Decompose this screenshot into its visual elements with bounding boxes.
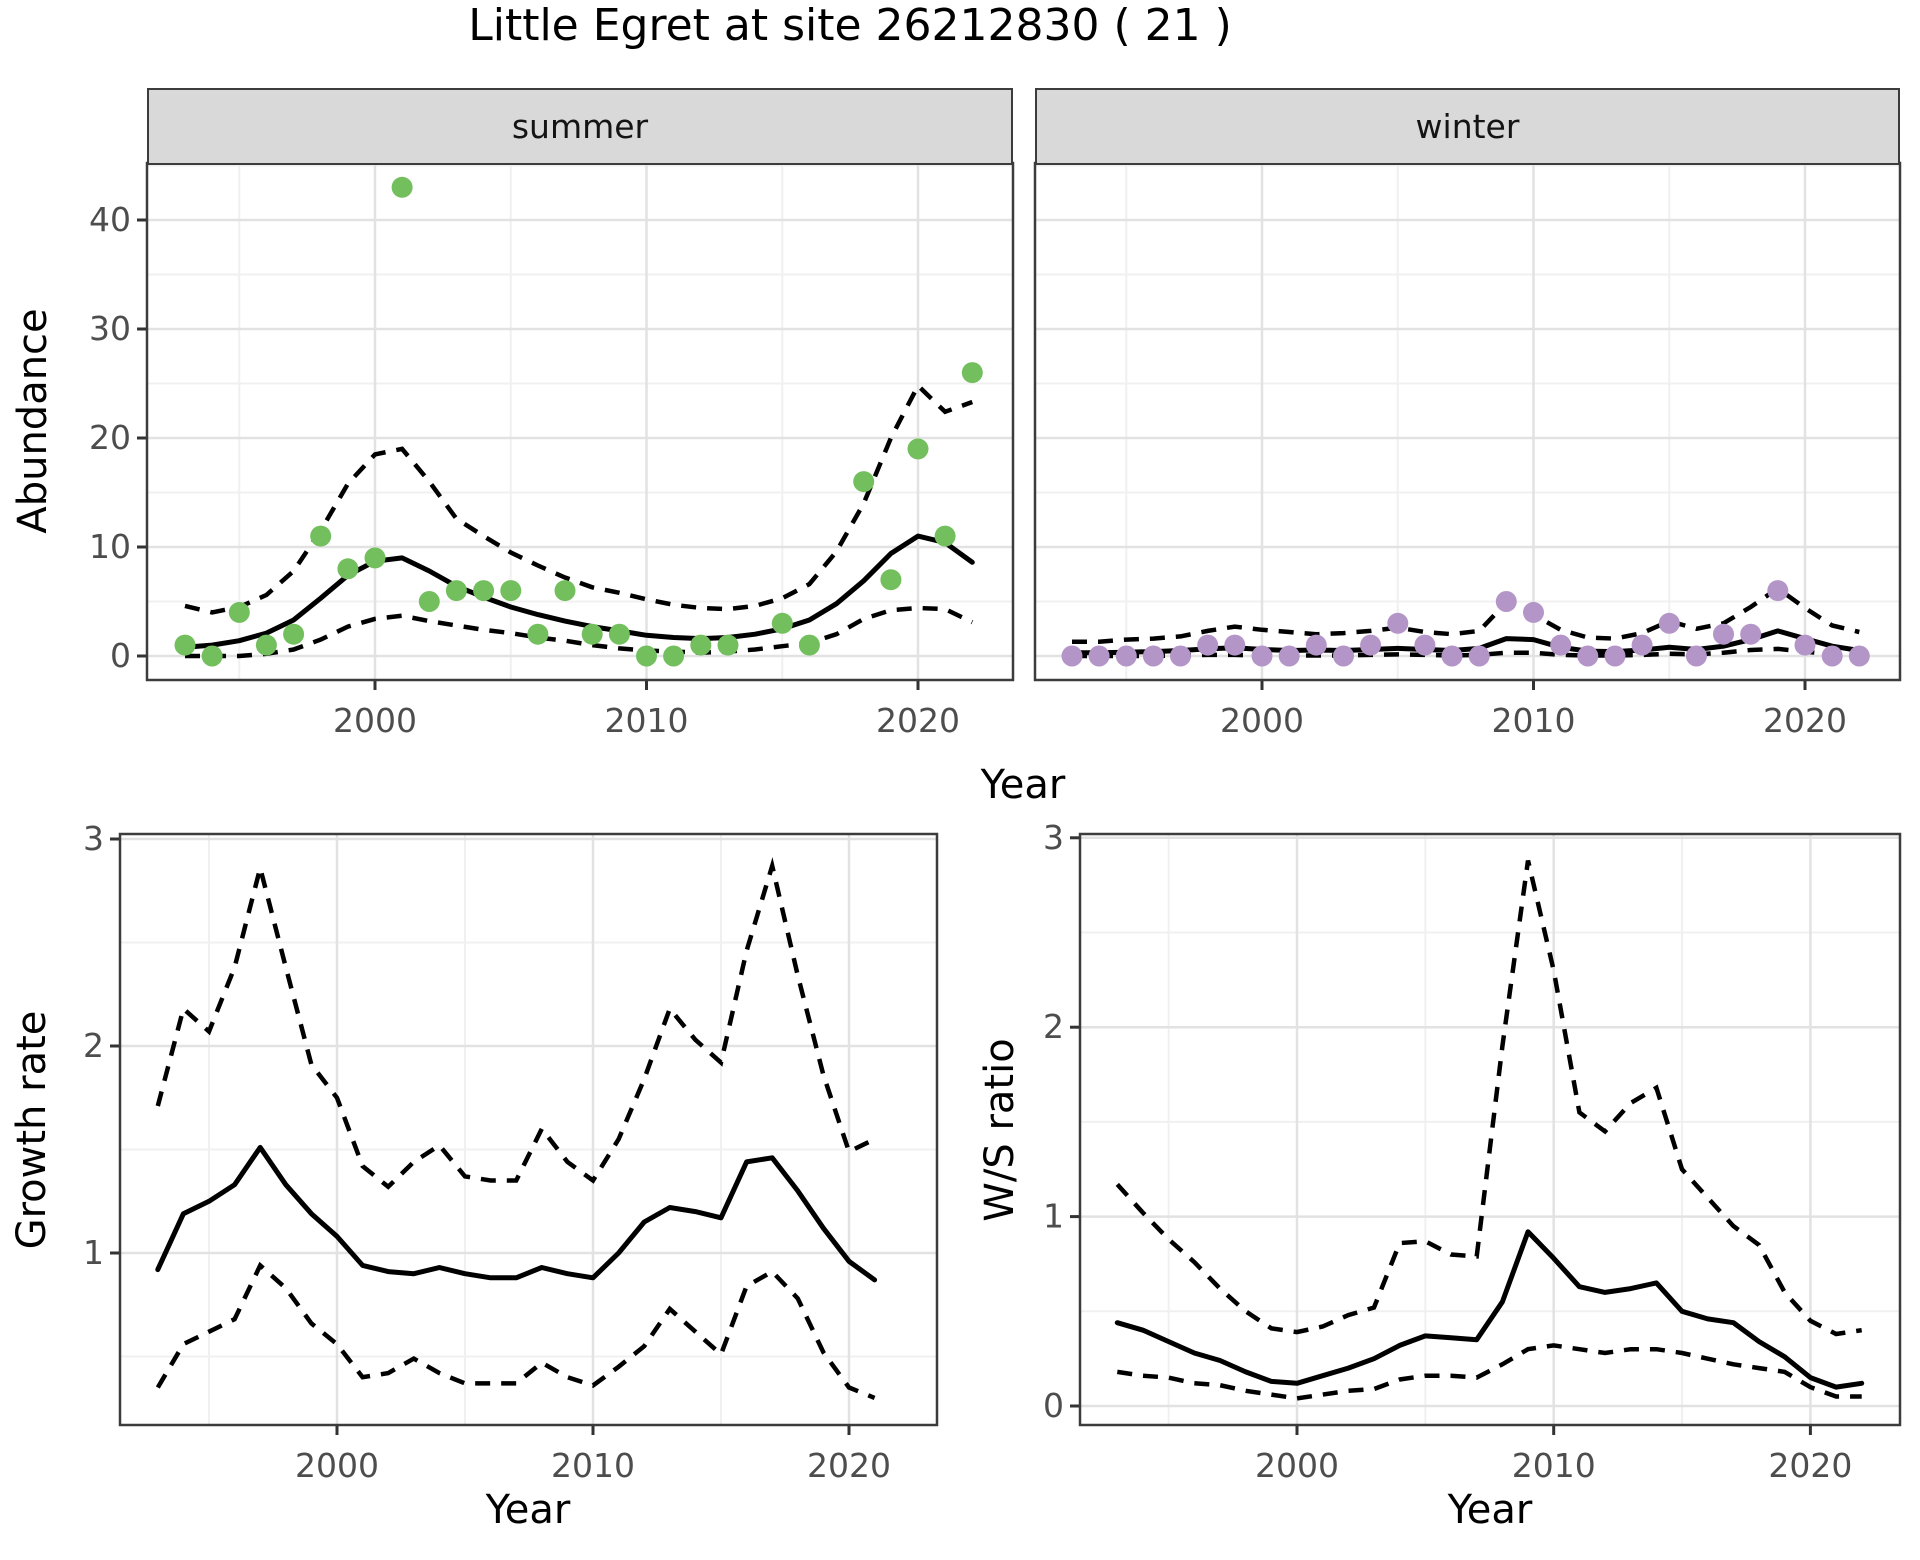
- svg-text:2000: 2000: [295, 1446, 379, 1485]
- svg-text:10: 10: [89, 527, 131, 566]
- growth-rate-x-tick-labels: 2000 2010 2020: [295, 1426, 891, 1485]
- svg-text:2010: 2010: [605, 701, 689, 740]
- winter-upper-ci-line: [1072, 585, 1860, 645]
- growth-rate-gridlines: [120, 834, 937, 1425]
- growth-rate-panel: 2000 2010 2020 1 2 3: [83, 819, 939, 1485]
- ws-ratio-y-tick-labels: 0 1 2 3: [1043, 818, 1079, 1425]
- summer-points: [174, 176, 983, 667]
- svg-text:0: 0: [110, 636, 131, 675]
- x-axis-title-year-ws: Year: [1447, 1487, 1533, 1533]
- svg-text:1: 1: [83, 1233, 104, 1272]
- svg-text:40: 40: [89, 200, 131, 239]
- facet-strip-winter-label: winter: [1415, 107, 1520, 146]
- svg-text:2000: 2000: [1255, 1446, 1339, 1485]
- svg-text:2020: 2020: [1763, 701, 1847, 740]
- y-axis-title-ws-ratio: W/S ratio: [977, 1038, 1023, 1222]
- svg-text:2020: 2020: [807, 1446, 891, 1485]
- winter-x-tick-labels: 2000 2010 2020: [1220, 681, 1847, 740]
- x-axis-title-year-growth: Year: [485, 1487, 571, 1533]
- summer-y-tick-labels: 0 10 20 30 40: [89, 200, 146, 675]
- svg-text:2000: 2000: [1220, 701, 1304, 740]
- summer-lower-ci-line: [185, 605, 974, 659]
- growth-rate-panel-border: [118, 832, 939, 1427]
- svg-text:20: 20: [89, 418, 131, 457]
- ws-ratio-panel-border: [1078, 832, 1902, 1427]
- figure-title: Little Egret at site 26212830 ( 21 ): [468, 0, 1232, 51]
- facet-strip-summer: summer: [147, 88, 1013, 165]
- svg-text:30: 30: [89, 309, 131, 348]
- ws-ratio-lower-ci-line: [1116, 1343, 1862, 1401]
- ws-ratio-x-tick-labels: 2000 2010 2020: [1255, 1426, 1852, 1485]
- svg-text:2010: 2010: [551, 1446, 635, 1485]
- facet-strip-summer-label: summer: [511, 107, 649, 146]
- growth-rate-y-tick-labels: 1 2 3: [83, 819, 119, 1272]
- svg-text:2: 2: [1043, 1007, 1064, 1046]
- winter-panel: 2000 2010 2020: [1033, 161, 1902, 740]
- growth-rate-lower-ci-line: [155, 1261, 876, 1400]
- svg-text:1: 1: [1043, 1197, 1064, 1236]
- summer-trend-line: [182, 533, 975, 650]
- ws-ratio-upper-ci-line: [1115, 859, 1863, 1337]
- y-axis-title-growth-rate: Growth rate: [9, 1010, 55, 1250]
- svg-text:3: 3: [83, 819, 104, 858]
- summer-panel: 2000 2010 2020 0 10 20 30 40: [89, 161, 1015, 740]
- growth-rate-upper-ci-line: [155, 857, 876, 1190]
- ws-ratio-gridlines: [1080, 834, 1900, 1425]
- svg-text:3: 3: [1043, 818, 1064, 857]
- winter-points: [1061, 580, 1870, 667]
- summer-x-tick-labels: 2000 2010 2020: [333, 681, 960, 740]
- svg-text:0: 0: [1043, 1386, 1064, 1425]
- y-axis-title-abundance: Abundance: [10, 308, 56, 534]
- svg-text:2020: 2020: [1768, 1446, 1852, 1485]
- svg-text:2010: 2010: [1512, 1446, 1596, 1485]
- summer-gridlines: [147, 163, 1013, 680]
- svg-text:2000: 2000: [333, 701, 417, 740]
- growth-rate-fit-line: [155, 1144, 878, 1283]
- facet-strip-winter: winter: [1035, 88, 1900, 165]
- svg-text:2: 2: [83, 1026, 104, 1065]
- x-axis-title-year-top: Year: [980, 762, 1066, 808]
- svg-text:2010: 2010: [1492, 701, 1576, 740]
- winter-gridlines: [1035, 163, 1900, 680]
- svg-text:2020: 2020: [876, 701, 960, 740]
- ws-ratio-panel: 2000 2010 2020 0 1 2 3: [1043, 818, 1902, 1485]
- ws-ratio-fit-line: [1114, 1229, 1865, 1390]
- winter-lower-ci-line: [1072, 646, 1860, 659]
